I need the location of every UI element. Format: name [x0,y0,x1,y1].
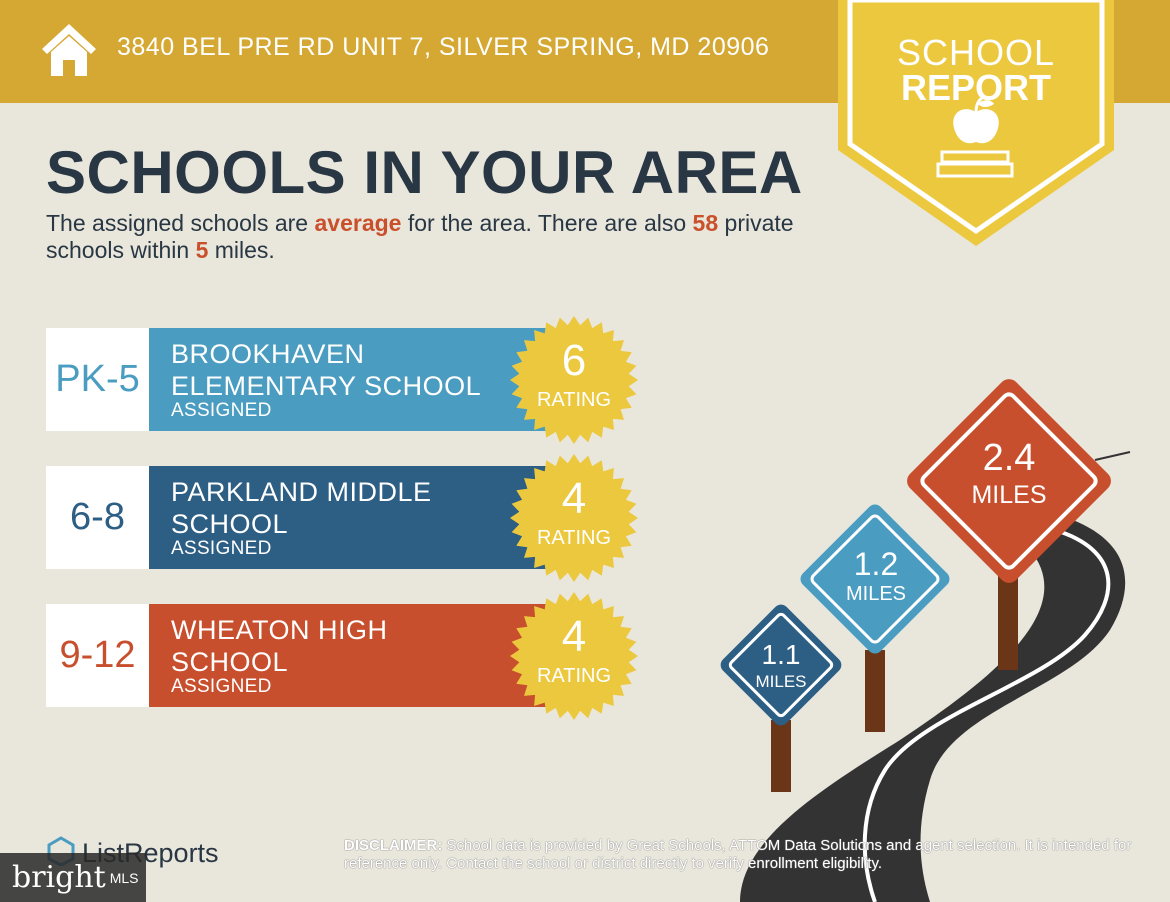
rating-seal-icon [510,316,638,444]
rating-value: 4 [561,474,587,523]
distance-value: 2.4 [982,437,1036,479]
quality-highlight: average [314,210,402,236]
road-illustration [720,379,1131,902]
rating-label: RATING [536,389,612,411]
home-icon [42,24,96,76]
rating-label: RATING [536,527,612,549]
distance-sign-3 [907,379,1111,583]
bright-logo-text: bright [12,860,106,895]
rating-label: RATING [536,665,612,687]
private-count-highlight: 58 [692,210,719,236]
school-name: BROOKHAVEN ELEMENTARY SCHOOL [171,339,482,401]
distance-label-3: 2.4 MILES [949,439,1069,508]
school-report-badge [838,0,1114,246]
grade-range: 6-8 [46,466,149,569]
distance-unit: MILES [755,672,807,691]
mls-logo-text: MLS [109,869,139,886]
property-address: 3840 BEL PRE RD UNIT 7, SILVER SPRING, M… [117,33,770,61]
distance-sign-2 [800,504,950,654]
distance-sign-1 [720,604,842,726]
rating-value: 6 [561,336,587,385]
distance-value: 1.2 [853,546,899,582]
disclaimer: DISCLAIMER: School data is provided by G… [344,837,1132,872]
summary-text: The assigned schools are average for the… [46,210,794,263]
grade-range: PK-5 [46,328,149,431]
rating-seal-icon [510,454,638,582]
badge-title-line1: SCHOOL [896,32,1056,73]
assignment-status: ASSIGNED [171,676,272,697]
school-name: WHEATON HIGH SCHOOL [171,615,388,677]
school-row-middle: 6-8 PARKLAND MIDDLE SCHOOL ASSIGNED 4 RA… [46,454,646,582]
distance-unit: MILES [845,583,907,605]
radius-highlight: 5 [195,237,209,263]
apple-book-icon [936,94,1014,178]
assignment-status: ASSIGNED [171,400,272,421]
distance-value: 1.1 [761,639,801,670]
school-row-elementary: PK-5 BROOKHAVEN ELEMENTARY SCHOOL ASSIGN… [46,316,646,444]
rating-seal-icon [510,592,638,720]
bright-mls-watermark: bright MLS [0,853,146,902]
distance-unit: MILES [971,481,1047,509]
badge-title-line2: REPORT [900,67,1051,108]
school-row-high: 9-12 WHEATON HIGH SCHOOL ASSIGNED 4 RATI… [46,592,646,720]
distance-label-2: 1.2 MILES [826,548,926,604]
grade-range: 9-12 [46,604,149,707]
page-title: SCHOOLS IN YOUR AREA [46,139,803,206]
distance-label-1: 1.1 MILES [741,639,821,691]
assignment-status: ASSIGNED [171,538,272,559]
rating-value: 4 [561,612,587,661]
school-name: PARKLAND MIDDLE SCHOOL [171,477,432,539]
